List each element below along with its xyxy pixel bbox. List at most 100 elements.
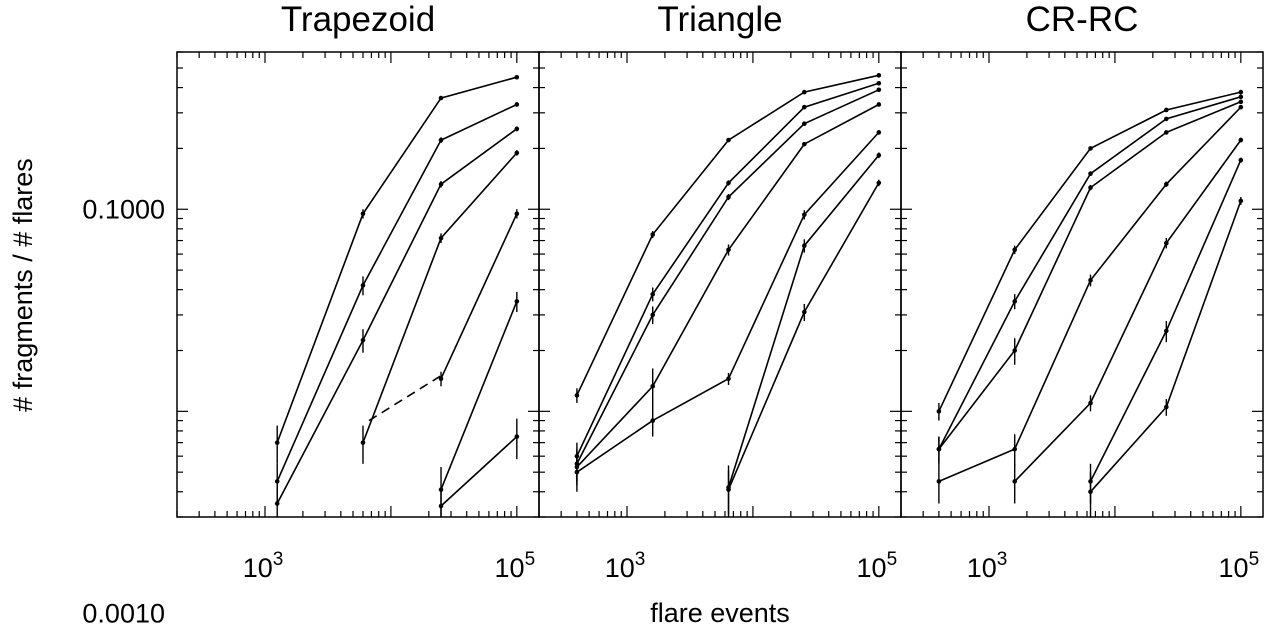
series-line xyxy=(576,103,880,468)
data-point xyxy=(876,87,882,93)
data-point xyxy=(274,501,280,506)
data-point xyxy=(1012,348,1018,353)
data-point xyxy=(1164,130,1169,135)
data-point xyxy=(514,150,520,156)
series-line xyxy=(276,103,518,482)
series-line xyxy=(938,91,1241,412)
x-tick-label: 105 xyxy=(1219,549,1260,583)
data-point xyxy=(438,137,444,143)
data-point xyxy=(802,141,807,147)
panel-frame xyxy=(900,51,1264,518)
data-point xyxy=(1164,328,1169,334)
data-point xyxy=(274,479,280,484)
data-point xyxy=(1088,146,1093,151)
data-point xyxy=(802,243,807,249)
data-point xyxy=(650,312,656,318)
y-axis-label: # fragments / # flares xyxy=(8,158,38,412)
data-point xyxy=(1088,171,1093,176)
x-axis-label: flare events xyxy=(650,598,790,628)
data-point xyxy=(650,384,656,389)
series-line xyxy=(440,301,518,490)
panel-title: Trapezoid xyxy=(281,0,435,39)
data-point xyxy=(1164,404,1169,410)
data-point xyxy=(726,487,731,492)
data-point xyxy=(360,211,366,217)
data-point xyxy=(514,211,520,217)
data-point xyxy=(726,376,731,382)
data-point xyxy=(1164,116,1169,122)
data-point xyxy=(1012,446,1018,452)
series-line xyxy=(938,106,1242,483)
data-point xyxy=(1088,278,1093,283)
data-point xyxy=(514,299,520,304)
data-point xyxy=(514,74,520,80)
data-point xyxy=(1238,157,1244,163)
series-line xyxy=(576,89,880,465)
data-point xyxy=(802,212,807,217)
data-point xyxy=(1238,198,1244,204)
data-point xyxy=(1012,479,1018,484)
series-line xyxy=(727,182,880,490)
data-point xyxy=(1164,181,1169,187)
x-tick-label: 105 xyxy=(495,549,536,583)
data-point xyxy=(1238,89,1244,95)
panel-title: CR-RC xyxy=(1026,0,1139,39)
data-point xyxy=(1088,489,1093,495)
series-line xyxy=(440,436,518,507)
data-point xyxy=(1088,400,1093,406)
data-point xyxy=(360,440,366,445)
data-point xyxy=(650,418,656,423)
data-point xyxy=(802,309,807,315)
data-point xyxy=(1238,99,1244,105)
data-point xyxy=(514,126,520,132)
data-point xyxy=(726,194,731,200)
data-point xyxy=(438,503,444,509)
x-tick-label: 103 xyxy=(967,549,1008,583)
data-point xyxy=(726,247,731,253)
axes-layer xyxy=(176,51,1264,518)
y-tick-label: 0.1000 xyxy=(82,194,165,224)
data-point xyxy=(1012,247,1018,253)
series-line xyxy=(276,76,518,443)
data-point xyxy=(574,469,580,475)
data-point xyxy=(1164,107,1169,113)
data-point xyxy=(438,95,444,101)
data-point xyxy=(936,479,942,484)
data-point xyxy=(1012,299,1018,304)
data-point xyxy=(514,102,520,107)
series-line xyxy=(440,213,518,380)
x-tick-label: 103 xyxy=(243,549,284,583)
data-point xyxy=(876,73,882,78)
x-tick-label: 105 xyxy=(857,549,898,583)
data-point xyxy=(650,291,656,297)
data-point xyxy=(802,104,807,110)
data-point xyxy=(876,130,882,135)
x-tick-label: 103 xyxy=(605,549,646,583)
data-point xyxy=(360,337,366,343)
data-point xyxy=(650,232,656,237)
data-point xyxy=(726,137,731,143)
data-point xyxy=(876,81,882,86)
data-point xyxy=(802,89,807,95)
data-point xyxy=(438,235,444,241)
text-layer: Trapezoid 103 105 Triangle 103 105 CR-RC 103 105… xyxy=(82,0,1259,628)
data-point xyxy=(876,180,882,186)
data-point xyxy=(936,409,942,414)
data-layer xyxy=(274,73,1244,517)
data-point xyxy=(1164,240,1169,246)
data-point xyxy=(1238,104,1244,110)
data-point xyxy=(936,446,942,452)
series-line xyxy=(276,128,518,504)
series-line xyxy=(1014,139,1242,482)
data-point xyxy=(574,393,580,398)
data-point xyxy=(514,434,520,439)
data-point xyxy=(438,181,444,187)
data-point xyxy=(274,440,280,445)
data-point xyxy=(360,283,366,288)
y-tick-label: 0.0010 xyxy=(82,598,165,628)
data-point xyxy=(438,376,444,382)
data-point xyxy=(1238,94,1244,100)
data-point xyxy=(1088,185,1093,190)
panel-title: Triangle xyxy=(657,0,782,39)
